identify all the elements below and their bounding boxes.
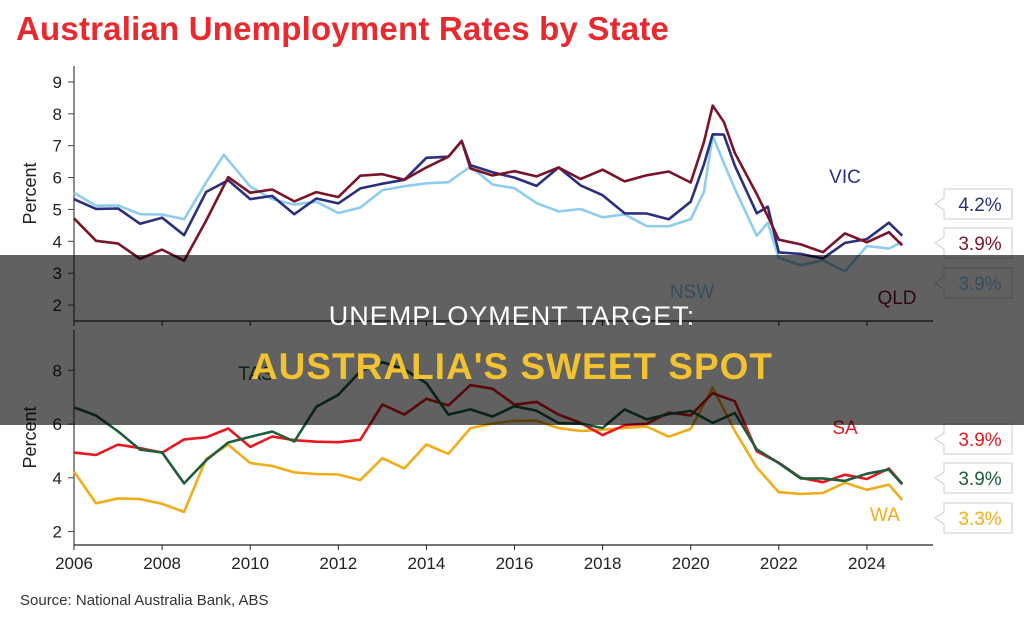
x-tick-label: 2018: [584, 554, 622, 573]
x-tick-label: 2006: [55, 554, 93, 573]
y-tick-label: 7: [53, 137, 62, 156]
overlay-subheadline: AUSTRALIA'S SWEET SPOT: [250, 346, 774, 387]
end-callout-value-wa: 3.3%: [958, 509, 1001, 530]
end-callout-box: [934, 462, 1013, 494]
series-line-nsw: [73, 134, 903, 273]
y-tick-label: 4: [53, 469, 62, 488]
overlay-headline: UNEMPLOYMENT TARGET:: [328, 301, 696, 331]
y-tick-label: 8: [53, 105, 62, 124]
overlay-band: [0, 255, 1024, 425]
series-label-wa: WA: [870, 505, 900, 526]
end-callout-box: [934, 502, 1013, 534]
x-tick-label: 2008: [143, 554, 181, 573]
end-callout-value-sa: 3.9%: [958, 430, 1001, 451]
end-callout-box: [934, 423, 1013, 455]
y-tick-label: 4: [53, 232, 62, 251]
x-tick-label: 2022: [760, 554, 798, 573]
series-line-vic: [73, 133, 904, 260]
x-tick-label: 2012: [319, 554, 357, 573]
series-label-vic: VIC: [829, 167, 861, 188]
y-tick-label: 6: [53, 169, 62, 188]
series-line-qld: [73, 104, 904, 263]
x-tick-label: 2016: [496, 554, 534, 573]
x-tick-label: 2014: [407, 554, 445, 573]
x-tick-label: 2024: [848, 554, 886, 573]
end-callout-value-vic: 4.2%: [958, 195, 1001, 216]
source-note: Source: National Australia Bank, ABS: [20, 592, 269, 609]
y-tick-label: 5: [53, 200, 62, 219]
end-callout-box: [934, 227, 1013, 259]
end-callout-value-tas: 3.9%: [958, 469, 1001, 490]
y-tick-label: 9: [53, 73, 62, 92]
x-tick-label: 2010: [231, 554, 269, 573]
end-callout-box: [934, 188, 1013, 220]
chart-title: Australian Unemployment Rates by State: [16, 10, 670, 47]
y-tick-label: 2: [53, 523, 62, 542]
end-callout-value-qld: 3.9%: [958, 234, 1001, 255]
x-tick-label: 2020: [672, 554, 710, 573]
y-axis-label: Percent: [20, 162, 40, 224]
